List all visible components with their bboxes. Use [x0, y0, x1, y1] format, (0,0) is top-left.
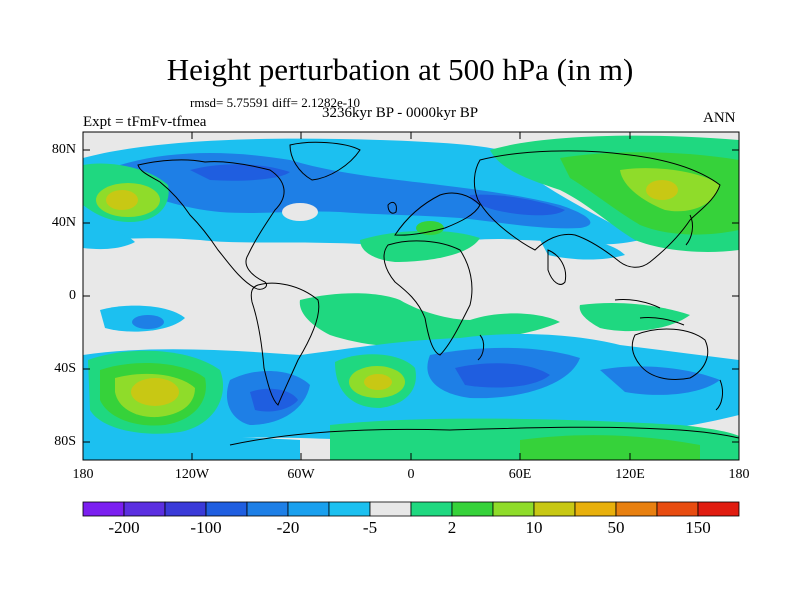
colorbar-swatch — [615, 501, 658, 517]
lat-label-80s: 80S — [54, 434, 76, 449]
contour-south-pacific-olive — [131, 378, 179, 406]
colorbar-swatch — [205, 501, 248, 517]
lon-label-0: 0 — [407, 467, 415, 482]
coast-new-zealand — [715, 379, 724, 411]
colorbar-swatch — [656, 501, 699, 517]
contour-tropical-east-green — [579, 303, 690, 332]
coast-south-america — [250, 282, 320, 406]
coast-japan — [685, 214, 694, 246]
coast-antarctica — [229, 426, 739, 446]
colorbar-swatch — [369, 501, 412, 517]
colorbar-swatch — [574, 501, 617, 517]
season-label: ANN — [703, 110, 736, 126]
colorbar-label: -5 — [362, 518, 378, 537]
colorbar-label: -20 — [276, 518, 300, 537]
contour-pacific-eq-darkblue — [132, 315, 164, 329]
coast-uk — [387, 201, 397, 214]
contour-tropical-green — [299, 293, 560, 347]
coast-europe — [394, 192, 481, 236]
contour-indian-blue — [540, 238, 625, 260]
lon-label-120w: 120W — [174, 467, 210, 482]
contour-south-east-blue — [600, 366, 720, 395]
colorbar-label: 150 — [685, 518, 711, 537]
colorbar-label: -200 — [108, 518, 140, 537]
contour-antarctic-lime — [520, 435, 700, 460]
colorbar-swatch — [410, 501, 453, 517]
coast-north-america — [137, 159, 285, 290]
colorbar-swatch — [328, 501, 371, 517]
lat-label-eq: 0 — [69, 288, 76, 303]
coast-australia — [631, 328, 709, 380]
contour-asia-olive — [646, 180, 678, 200]
colorbar-swatch — [123, 501, 166, 517]
coast-india — [547, 249, 567, 285]
coast-indonesia — [614, 299, 685, 326]
colorbar-swatch — [492, 501, 535, 517]
contour-pacific-north-olive — [106, 190, 138, 210]
coast-africa — [383, 240, 473, 356]
lon-label-120e: 120E — [615, 467, 645, 482]
colorbar — [82, 501, 740, 517]
lon-label-180w: 180 — [72, 467, 94, 482]
colorbar-label: 50 — [607, 518, 625, 537]
stats-text: rmsd= 5.75591 diff= 2.1282e-10 — [190, 95, 361, 110]
coast-madagascar — [477, 334, 485, 361]
lon-label-60w: 60W — [287, 467, 315, 482]
lon-label-60e: 60E — [508, 467, 532, 482]
lon-label-180e: 180 — [728, 467, 750, 482]
colorbar-label: 2 — [447, 518, 457, 537]
contour-north-pocket — [282, 203, 318, 221]
coast-greenland — [289, 141, 361, 181]
colorbar-swatch — [246, 501, 289, 517]
colorbar-label: 10 — [525, 518, 543, 537]
coastlines — [137, 141, 739, 446]
plot-title: Height perturbation at 500 hPa (in m) — [166, 52, 634, 87]
colorbar-swatch — [451, 501, 494, 517]
contour-antarctic-blue-west — [83, 436, 300, 460]
lat-label-40n: 40N — [51, 215, 76, 230]
axis-ticks — [83, 132, 739, 460]
colorbar-swatch — [533, 501, 576, 517]
colorbar-swatch — [697, 501, 740, 517]
colorbar-swatch — [82, 501, 125, 517]
colorbar-label: -100 — [190, 518, 222, 537]
contour-south-darkblue — [455, 363, 550, 388]
period-text: 3236kyr BP - 0000kyr BP — [322, 105, 479, 121]
contour-med-green — [416, 221, 444, 235]
contour-north-darkblue — [469, 194, 565, 216]
colorbar-swatch — [287, 501, 330, 517]
coast-eurasia — [473, 150, 721, 268]
lat-label-80n: 80N — [51, 142, 76, 157]
lat-label-40s: 40S — [54, 361, 76, 376]
contour-africa-north-green — [360, 230, 480, 262]
contour-south-atlantic-olive — [364, 374, 392, 390]
contour-nw-blue — [83, 229, 135, 250]
experiment-label: Expt = tFmFv-tfmea — [83, 114, 207, 130]
colorbar-swatch — [164, 501, 207, 517]
